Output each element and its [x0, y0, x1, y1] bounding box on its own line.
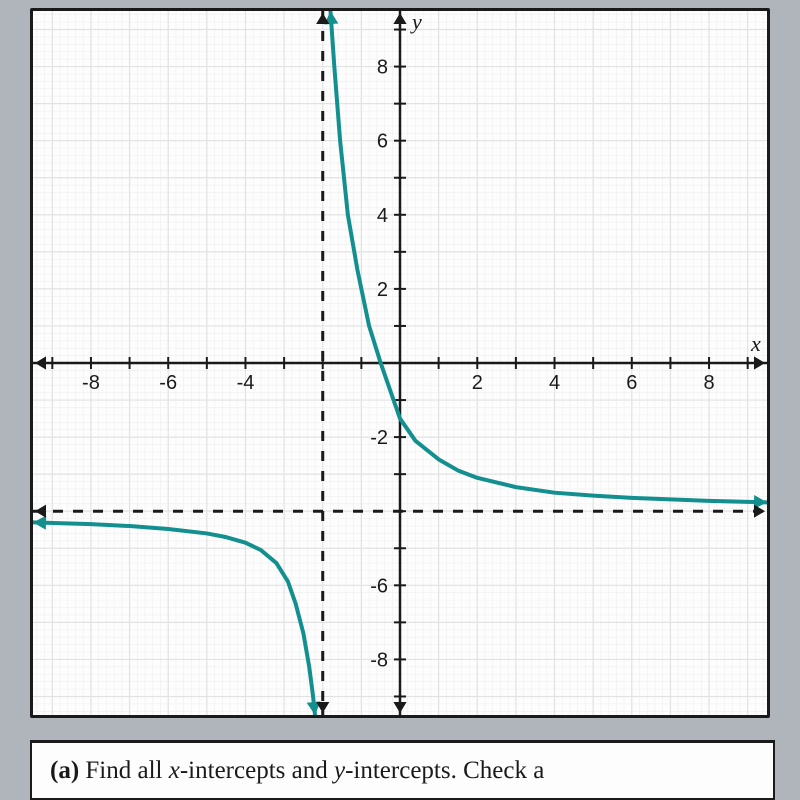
svg-text:6: 6: [626, 372, 637, 394]
svg-text:-2: -2: [370, 427, 388, 449]
svg-text:y: y: [410, 11, 422, 34]
svg-text:6: 6: [377, 131, 388, 153]
svg-text:8: 8: [377, 57, 388, 79]
svg-text:4: 4: [377, 205, 388, 227]
question-panel: (a) Find all x-intercepts and y-intercep…: [30, 740, 775, 800]
svg-text:-6: -6: [159, 372, 177, 394]
question-label: (a): [50, 757, 79, 784]
var-y: y: [334, 757, 345, 784]
svg-text:4: 4: [549, 372, 560, 394]
svg-text:2: 2: [472, 372, 483, 394]
svg-text:2: 2: [377, 279, 388, 301]
var-x: x: [169, 757, 180, 784]
question-text-2: -intercepts and: [180, 757, 334, 784]
cartesian-plot: -8 -6 -4 2 4 6 8 2 4 6 8 -2 -6 -8 x y: [33, 11, 767, 715]
svg-text:8: 8: [703, 372, 714, 394]
svg-text:-6: -6: [370, 575, 388, 597]
svg-text:-8: -8: [370, 649, 388, 671]
question-text-3: -intercepts. Check a: [345, 757, 544, 784]
svg-text:-8: -8: [82, 372, 100, 394]
chart-panel: -8 -6 -4 2 4 6 8 2 4 6 8 -2 -6 -8 x y: [30, 8, 770, 718]
svg-text:x: x: [750, 331, 761, 356]
question-text-1: Find all: [85, 757, 168, 784]
svg-text:-4: -4: [237, 372, 255, 394]
